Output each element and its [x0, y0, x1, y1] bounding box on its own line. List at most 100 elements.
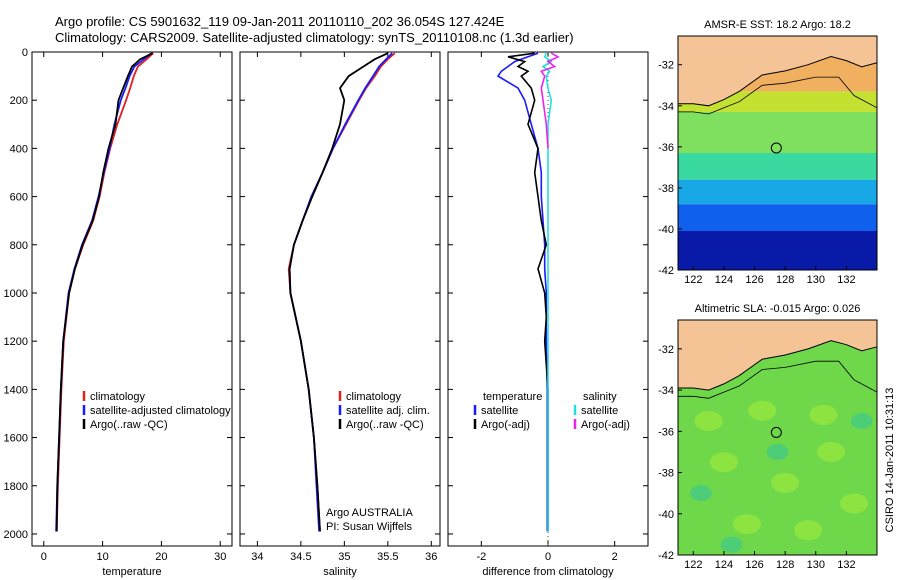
y-tick-label: 2000 — [4, 529, 28, 541]
y-tick-label: 1200 — [4, 336, 28, 348]
y-tick-label: -40 — [658, 509, 674, 521]
y-tick-label: -36 — [658, 426, 674, 438]
x-tick-label: 124 — [715, 559, 733, 571]
legend-group-title: temperature — [483, 391, 542, 403]
y-tick-label: 1600 — [4, 433, 28, 445]
y-tick-label: 1000 — [4, 288, 28, 300]
map-texture-blob — [709, 452, 738, 473]
map-texture-blob — [840, 493, 869, 514]
panel-frame — [31, 51, 233, 547]
x-tick-label: 124 — [715, 274, 733, 286]
series-line-sal_argo — [540, 52, 560, 149]
x-tick-label: 128 — [776, 559, 794, 571]
legend-label: Argo(-adj) — [481, 419, 530, 431]
x-tick-label: 20 — [155, 551, 167, 563]
x-tick-label: 34 — [251, 551, 263, 563]
legend-group-title: salinity — [583, 391, 617, 403]
series-line-satellite — [55, 52, 152, 532]
x-tick-label: 132 — [837, 559, 855, 571]
map-panel-1: AMSR-E SST: 18.2 Argo: 18.2 122 124 126 128 1… — [658, 19, 878, 286]
map-contour — [678, 76, 878, 115]
series-line-argo — [507, 52, 549, 532]
x-tick-label: 122 — [684, 274, 702, 286]
x-tick-label: 35.5 — [377, 551, 398, 563]
x-tick-label: 0 — [545, 551, 551, 563]
y-tick-label: 600 — [10, 192, 28, 204]
y-tick-label: 1800 — [4, 481, 28, 493]
map-texture-blob — [732, 514, 761, 535]
argo-location-marker — [770, 142, 782, 154]
x-tick-label: 130 — [807, 274, 825, 286]
series-line-argo — [288, 52, 389, 532]
x-tick-label: 34.5 — [290, 551, 311, 563]
figure-title-line-2: Climatology: CARS2009. Satellite-adjuste… — [55, 30, 574, 45]
y-tick-label: -32 — [658, 344, 674, 356]
map-contour — [678, 360, 878, 399]
y-tick-label: -34 — [658, 385, 674, 397]
x-axis-label: salinity — [323, 566, 357, 578]
map-frame — [677, 35, 878, 271]
annotation-text: Argo AUSTRALIA — [326, 507, 413, 519]
y-tick-label: 800 — [10, 240, 28, 252]
map-texture-blob — [720, 536, 743, 553]
y-tick-label: -42 — [658, 550, 674, 562]
map-texture-blob — [766, 443, 789, 460]
x-tick-label: 2 — [612, 551, 618, 563]
x-axis-label: difference from climatology — [482, 566, 614, 578]
map-texture-blob — [817, 441, 846, 462]
x-tick-label: -2 — [476, 551, 486, 563]
y-tick-label: -38 — [658, 183, 674, 195]
x-tick-label: 122 — [684, 559, 702, 571]
legend-label: climatology — [346, 391, 402, 403]
map-texture-blob — [794, 520, 823, 541]
map-color-band — [678, 111, 877, 153]
x-tick-label: 128 — [776, 274, 794, 286]
legend-label: Argo(..raw -QC) — [346, 419, 424, 431]
series-line-satellite — [288, 52, 393, 532]
map-color-band — [678, 153, 877, 180]
y-tick-label: -42 — [658, 265, 674, 277]
map-land — [677, 35, 878, 107]
legend-label: climatology — [90, 391, 146, 403]
x-tick-label: 10 — [96, 551, 108, 563]
map-frame — [677, 319, 878, 556]
x-tick-label: 0 — [41, 551, 47, 563]
timestamp-label: CSIRO 14-Jan-2011 10:31:13 — [884, 388, 896, 533]
x-tick-label: 126 — [745, 559, 763, 571]
y-tick-label: 1400 — [4, 384, 28, 396]
map-texture-blob — [689, 485, 712, 502]
series-line-climatology — [287, 52, 396, 532]
x-tick-label: 126 — [745, 274, 763, 286]
profile-panel-2: 34 34.5 35 35.5 36 salinity climatology satelli… — [239, 51, 441, 578]
legend-label: satellite — [481, 405, 518, 417]
profile-panel-3: -2 0 2 difference from climatology temperatu… — [447, 51, 649, 578]
argo-location-marker — [770, 426, 782, 438]
map-texture-blob — [809, 404, 838, 425]
profile-panel-1: 0 10 20 30 temperature 0 200 400 600 800 1000 1200 1… — [4, 47, 233, 578]
y-tick-label: -38 — [658, 468, 674, 480]
y-tick-label: 400 — [10, 143, 28, 155]
figure-title-line-1: Argo profile: CS 5901632_119 09-Jan-2011… — [55, 14, 505, 29]
y-tick-label: -34 — [658, 101, 674, 113]
y-tick-label: -36 — [658, 142, 674, 154]
annotation-text: PI: Susan Wijffels — [326, 521, 412, 533]
map-panel-2: Altimetric SLA: -0.015 Argo: 0.026 122 124… — [658, 303, 878, 571]
x-tick-label: 132 — [837, 274, 855, 286]
panel-frame — [239, 51, 441, 547]
legend-label: satellite-adjusted climatology — [90, 405, 231, 417]
legend-label: satellite adj. clim. — [346, 405, 430, 417]
map-land — [677, 319, 878, 391]
y-tick-label: 200 — [10, 95, 28, 107]
legend-label: Argo(..raw -QC) — [90, 419, 168, 431]
y-tick-label: -32 — [658, 60, 674, 72]
map-color-band — [678, 204, 877, 231]
legend-label: satellite — [581, 405, 618, 417]
map-color-band — [678, 179, 877, 205]
legend-label: Argo(-adj) — [581, 419, 630, 431]
map-title: AMSR-E SST: 18.2 Argo: 18.2 — [704, 19, 851, 31]
x-axis-label: temperature — [102, 566, 161, 578]
map-texture-blob — [850, 413, 873, 430]
map-color-band — [678, 231, 877, 270]
map-texture-blob — [694, 411, 723, 432]
